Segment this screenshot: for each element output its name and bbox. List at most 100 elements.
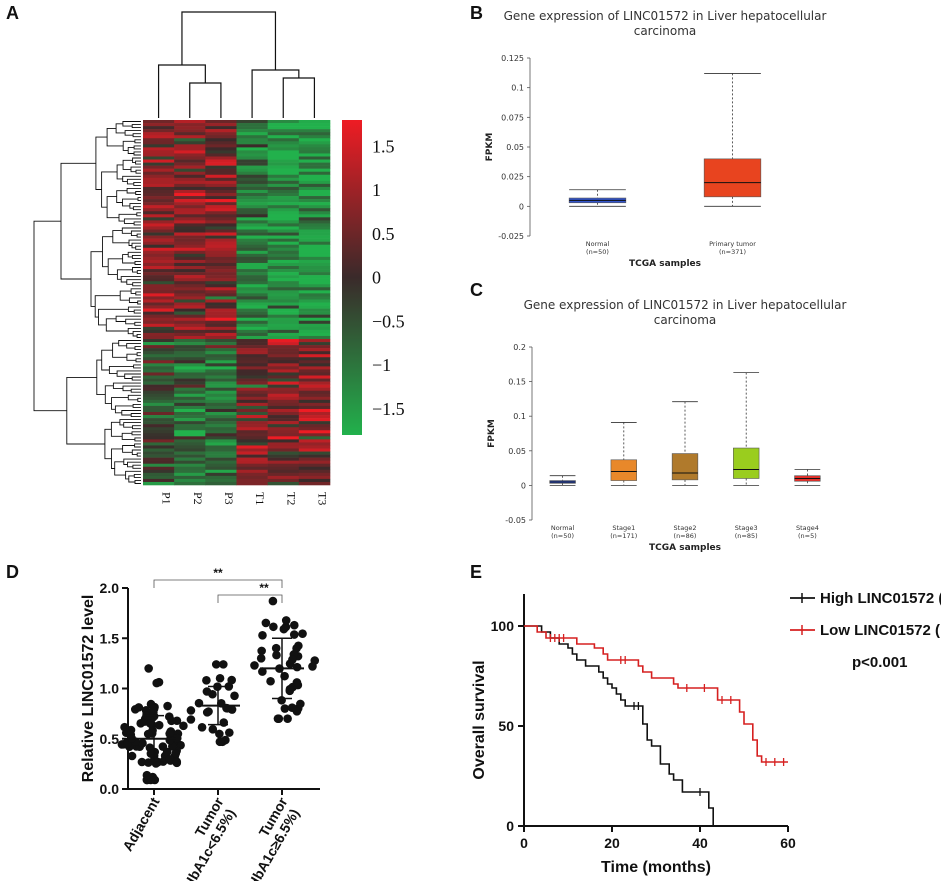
heatmap-cell — [143, 250, 175, 255]
heatmap-cell — [267, 399, 300, 404]
heatmap-cell — [174, 351, 206, 355]
heatmap-cell — [236, 135, 268, 139]
x-tick-label: Normal — [586, 240, 610, 248]
heatmap-cell — [236, 311, 268, 315]
heatmap-cell — [205, 448, 237, 452]
dendrogram-branch — [128, 297, 141, 303]
heatmap-cell — [298, 290, 331, 294]
heatmap-cell — [298, 463, 331, 468]
heatmap-cell — [298, 229, 331, 233]
heatmap-cell — [143, 436, 175, 440]
heatmap-cell — [174, 421, 206, 425]
heatmap-cell — [267, 375, 300, 379]
heatmap-cell — [174, 348, 206, 352]
heatmap-cell — [236, 220, 268, 224]
heatmap-cell — [267, 339, 300, 343]
heatmap-cell — [236, 205, 268, 209]
heatmap-cell — [205, 196, 237, 200]
heatmap-cell — [174, 393, 206, 398]
heatmap-cell — [205, 332, 237, 337]
heatmap-cell — [267, 363, 300, 367]
dendrogram-branch — [112, 342, 127, 358]
heatmap-cell — [174, 339, 206, 343]
color-scale-tick-label: 0.5 — [372, 224, 395, 244]
heatmap-cell — [298, 202, 331, 206]
heatmap-cell — [298, 469, 331, 474]
heatmap-cell — [143, 226, 175, 230]
heatmap-cell — [236, 351, 268, 355]
heatmap-cell — [236, 256, 268, 261]
heatmap-cell — [143, 269, 175, 273]
heatmap-cell — [205, 262, 237, 267]
dendrogram-branch — [121, 432, 135, 440]
heatmap-cell — [143, 375, 175, 379]
heatmap-cell — [143, 138, 175, 142]
heatmap-cell — [205, 226, 237, 230]
heatmap-cell — [205, 290, 237, 294]
heatmap-cell — [236, 235, 268, 239]
heatmap-cell — [205, 214, 237, 218]
dendrogram-branch — [106, 196, 119, 219]
heatmap-cell — [205, 217, 237, 221]
heatmap-cell — [267, 196, 300, 200]
heatmap-cell — [298, 293, 331, 297]
significance-label: ** — [213, 566, 223, 580]
heatmap-cell — [236, 342, 268, 346]
heatmap-cell — [298, 144, 331, 148]
x-tick-label: 60 — [780, 835, 796, 851]
heatmap-cell — [205, 396, 237, 401]
data-point — [179, 721, 188, 731]
x-axis-label: TCGA samples — [629, 259, 701, 269]
heatmap-cell — [236, 332, 268, 337]
heatmap-cell — [143, 272, 175, 276]
heatmap-cell — [174, 171, 206, 176]
data-point — [172, 733, 182, 743]
heatmap-cell — [298, 186, 331, 191]
x-tick-count: (n=50) — [586, 248, 609, 256]
heatmap-cell — [298, 126, 331, 130]
heatmap-cell — [236, 326, 268, 331]
heatmap-cell — [298, 311, 331, 315]
dendrogram-branch — [133, 309, 141, 314]
heatmap-cell — [174, 226, 206, 230]
heatmap-cell — [298, 174, 331, 179]
heatmap-cell — [236, 168, 268, 173]
heatmap-cell — [205, 381, 237, 385]
heatmap-cell — [143, 241, 175, 246]
heatmap-cell — [174, 396, 206, 401]
heatmap-cell — [298, 217, 331, 221]
heatmap-cell — [236, 378, 268, 382]
heatmap-cell — [236, 354, 268, 358]
data-point — [202, 687, 212, 696]
x-axis-label: Time (months) — [601, 859, 711, 876]
heatmap-cell — [174, 253, 206, 258]
heatmap-cell — [174, 408, 206, 413]
data-point — [225, 728, 234, 737]
heatmap-cell — [174, 269, 206, 273]
color-scale-tick-label: 1.5 — [372, 136, 395, 156]
box — [733, 447, 760, 479]
heatmap-cell — [143, 439, 175, 443]
heatmap-cell — [298, 159, 331, 163]
heatmap-cell — [298, 220, 331, 224]
heatmap-cell — [236, 138, 268, 142]
heatmap-cell — [298, 180, 331, 185]
heatmap: P1 P2 P3 T1 T2 T3 1.5 1 0.5 0 −0.5 −1 −1.5 — [33, 11, 405, 505]
dendrogram-branch — [134, 321, 141, 326]
heatmap-cell — [205, 135, 237, 139]
heatmap-cell — [267, 262, 300, 267]
heatmap-cell — [267, 311, 300, 315]
heatmap-cell — [174, 241, 206, 246]
heatmap-cell — [205, 475, 237, 480]
heatmap-cell — [205, 235, 237, 239]
heatmap-cell — [205, 177, 237, 182]
dendrogram-branch — [118, 213, 137, 222]
heatmap-cell — [143, 402, 175, 407]
heatmap-cell — [298, 208, 331, 212]
dendrogram-branch — [108, 365, 134, 375]
heatmap-cell — [267, 296, 300, 300]
heatmap-cell — [267, 351, 300, 355]
data-point — [202, 676, 211, 685]
heatmap-cell — [236, 317, 268, 322]
data-point — [165, 729, 174, 738]
